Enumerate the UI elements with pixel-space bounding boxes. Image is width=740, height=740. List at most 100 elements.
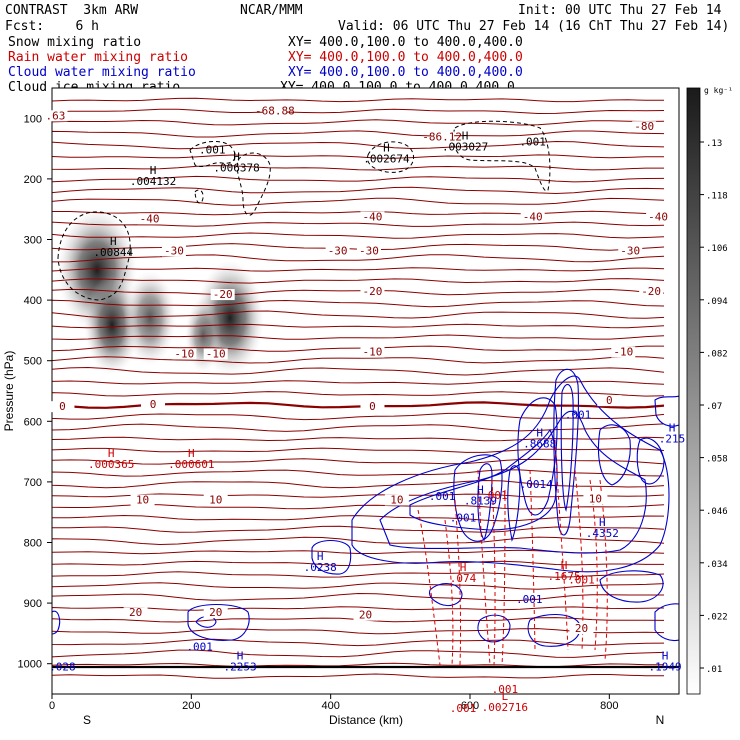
colorbar-tick-label: .046 xyxy=(706,507,728,517)
extremum-marker: H xyxy=(188,447,195,460)
isotherm-label: -40 xyxy=(648,211,668,224)
label-bg xyxy=(360,401,385,413)
isotherm-label: -40 xyxy=(140,212,160,225)
extremum-value: .074 xyxy=(450,572,477,585)
cloud-ice-contours xyxy=(57,120,551,301)
isotherm-line xyxy=(52,536,665,546)
cloud-water-contour xyxy=(654,395,679,427)
extremum-value: .004132 xyxy=(130,175,176,188)
y-tick-label: 600 xyxy=(24,416,42,428)
header-center: NCAR/MMM xyxy=(240,3,303,18)
snow-blob xyxy=(124,270,176,366)
extremum-marker: H xyxy=(536,426,543,439)
isotherm-label: -10 xyxy=(174,347,194,360)
x-tick-label: 200 xyxy=(182,700,200,712)
y-tick-label: 300 xyxy=(24,235,42,247)
extremum-value: .002674 xyxy=(363,153,410,166)
colorbar-tick-label: .118 xyxy=(706,192,728,202)
y-tick-label: 900 xyxy=(24,598,42,610)
isotherm-label: -20 xyxy=(363,285,383,298)
contour-value-label: .028 xyxy=(49,660,76,673)
isotherm-line xyxy=(52,108,665,115)
cloud-water-contour xyxy=(311,539,352,575)
extremum-marker: H xyxy=(110,235,117,248)
label-bg xyxy=(210,289,235,301)
colorbar-tick-label: .034 xyxy=(706,560,728,570)
isotherm-line xyxy=(52,673,664,679)
rain-contour xyxy=(529,469,536,651)
label-bg xyxy=(141,398,166,410)
cloud-water-contour xyxy=(477,463,493,542)
isotherm-label: -20 xyxy=(641,285,661,298)
contour-value-label: .001 xyxy=(450,702,477,715)
cloud-water-contour xyxy=(477,614,511,643)
extremum-marker: H xyxy=(460,561,467,574)
extremum-marker: H xyxy=(317,550,324,563)
isotherm-line xyxy=(52,299,665,308)
label-bg xyxy=(172,348,197,360)
isotherm-label: 20 xyxy=(359,609,372,622)
isotherm-label: 10 xyxy=(209,494,222,507)
extremum-value: .003027 xyxy=(442,140,488,153)
isotherm-label: 20 xyxy=(209,606,222,619)
isotherm-line xyxy=(52,514,665,522)
field-name-snow: Snow mixing ratio xyxy=(8,35,142,50)
y-tick-label: 500 xyxy=(24,356,42,368)
contour-value-label: .001 xyxy=(492,683,519,696)
isotherm-label: -30 xyxy=(359,244,379,257)
label-bg xyxy=(639,286,664,298)
isotherm-label: -10 xyxy=(363,346,383,359)
isotherm-line xyxy=(52,380,665,385)
isotherm-line xyxy=(52,391,665,397)
isotherm-line xyxy=(52,175,665,183)
label-bg xyxy=(583,493,608,505)
isotherm-line xyxy=(52,401,665,409)
isotherm-line xyxy=(52,334,665,341)
isotherm-label: 0 xyxy=(606,394,613,407)
isotherm-line xyxy=(52,436,665,442)
x-tick-label: 0 xyxy=(49,700,55,712)
isotherm-line xyxy=(52,186,665,195)
label-bg xyxy=(325,245,350,257)
cloud-ice-contour xyxy=(367,141,414,173)
cloud-water-contour xyxy=(52,610,61,635)
extremum-value: .215 xyxy=(659,433,686,446)
field-name-cloud-water: Cloud water mixing ratio xyxy=(8,65,196,80)
isotherm-label: -30 xyxy=(328,244,348,257)
extremum-marker: H xyxy=(477,483,484,496)
isotherm-line xyxy=(52,254,665,263)
colorbar xyxy=(686,87,701,695)
x-tick-label: 800 xyxy=(600,700,618,712)
contour-value-label: .001 xyxy=(481,489,508,502)
extremum-value: .00844 xyxy=(93,246,133,259)
colorbar-tick-label: .094 xyxy=(706,297,728,307)
cloud-water-contour xyxy=(599,570,664,603)
y-axis-label: Pressure (hPa) xyxy=(2,351,16,432)
cloud-ice-contour xyxy=(57,211,131,301)
isotherm-line xyxy=(52,356,665,364)
label-bg xyxy=(123,607,148,619)
extremum-value: .1949 xyxy=(649,660,682,673)
isotherm-line xyxy=(52,469,665,477)
y-tick-label: 1000 xyxy=(18,659,42,671)
label-bg xyxy=(360,286,385,298)
rain-contour xyxy=(444,519,454,666)
isotherm-label: 20 xyxy=(575,622,588,635)
y-tick-label: 400 xyxy=(24,295,42,307)
label-bg xyxy=(360,211,385,223)
extremum-marker: H xyxy=(237,649,244,662)
x-tick-label: 400 xyxy=(321,700,339,712)
cloud-water-contour xyxy=(654,603,679,642)
label-bg xyxy=(203,348,228,360)
isotherm-label: 20 xyxy=(129,606,142,619)
x-tick-label: 600 xyxy=(461,700,479,712)
isotherm-line xyxy=(52,447,665,453)
contour-value-label: .001 xyxy=(519,136,546,149)
contour-labels: .63 -68.88-86.12-80-40 -40 -40 -40-30 -30 -30-… xyxy=(43,104,685,715)
cloud-water-contour xyxy=(597,424,631,486)
header-model: CONTRAST 3km ARW xyxy=(5,3,139,18)
label-bg xyxy=(632,121,657,133)
isotherm-line xyxy=(52,423,665,432)
isotherm-line xyxy=(52,310,665,319)
